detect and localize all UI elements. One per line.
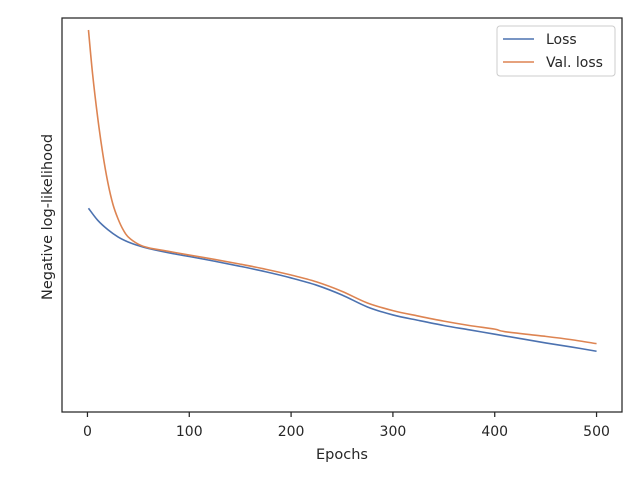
legend: Loss Val. loss (496, 25, 616, 77)
x-tick-label: 500 (583, 424, 610, 440)
legend-label-val-loss: Val. loss (546, 55, 603, 71)
x-axis-label: Epochs (316, 447, 368, 463)
x-tick-label: 300 (380, 424, 407, 440)
x-tick-label: 100 (176, 424, 203, 440)
y-axis-label: Negative log-likelihood (40, 134, 56, 300)
x-tick-label: 0 (83, 424, 92, 440)
plot-lines (87, 29, 597, 353)
series-line-loss (87, 207, 597, 353)
x-tick-label: 200 (278, 424, 305, 440)
plot-frame (61, 17, 623, 413)
x-tick-label: 400 (481, 424, 508, 440)
series-line-val-loss (87, 29, 597, 345)
legend-label-loss: Loss (546, 32, 577, 48)
x-axis-ticks: 0 100 200 300 400 500 (83, 412, 610, 440)
